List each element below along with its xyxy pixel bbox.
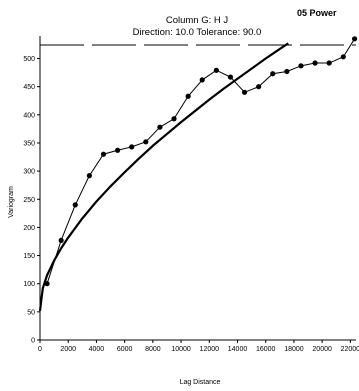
y-tick-label: 300 xyxy=(23,169,35,176)
y-tick-label: 0 xyxy=(31,338,35,345)
experimental-variogram-point xyxy=(326,60,332,66)
y-axis-label: Variogram xyxy=(8,186,15,218)
x-tick-label: 0 xyxy=(38,346,42,353)
y-ticks: 0 50 100 150 200 250 300 350 400 450 500 xyxy=(23,56,40,345)
y-tick-label: 150 xyxy=(23,253,35,260)
experimental-variogram-point xyxy=(199,77,205,83)
x-tick-label: 20000 xyxy=(312,346,332,353)
y-tick-label: 400 xyxy=(23,112,35,119)
y-tick-label: 200 xyxy=(23,225,35,232)
y-tick-label: 50 xyxy=(27,309,35,316)
x-tick-label: 14000 xyxy=(228,346,248,353)
experimental-variogram-point xyxy=(171,116,177,122)
experimental-variogram-point xyxy=(143,139,149,145)
experimental-variogram-line xyxy=(46,38,356,284)
experimental-variogram-point xyxy=(256,84,262,90)
x-tick-label: 12000 xyxy=(200,346,220,353)
y-tick-label: 450 xyxy=(23,84,35,91)
experimental-variogram-point xyxy=(270,71,276,77)
x-tick-label: 8000 xyxy=(145,346,161,353)
experimental-variogram-point xyxy=(86,173,92,179)
axes xyxy=(39,36,356,341)
series-group xyxy=(38,36,358,311)
power-model-curve xyxy=(38,42,289,311)
experimental-variogram-point xyxy=(157,124,163,130)
experimental-variogram-point xyxy=(185,93,191,99)
experimental-variogram-point xyxy=(312,60,318,66)
x-tick-label: 6000 xyxy=(117,346,133,353)
x-tick-label: 4000 xyxy=(89,346,105,353)
experimental-variogram-point xyxy=(340,54,346,60)
x-tick-label: 16000 xyxy=(256,346,276,353)
x-tick-label: 22000 xyxy=(341,346,359,353)
experimental-variogram-point xyxy=(241,89,248,95)
experimental-variogram-point xyxy=(129,144,135,150)
chart-title: Column G: H J xyxy=(166,15,229,26)
y-tick-label: 350 xyxy=(23,140,35,147)
experimental-variogram-point xyxy=(100,151,107,157)
experimental-variogram-point xyxy=(114,147,121,153)
experimental-variogram-point xyxy=(72,202,78,208)
x-tick-label: 2000 xyxy=(60,346,76,353)
experimental-variogram-point xyxy=(351,36,358,42)
x-tick-label: 18000 xyxy=(284,346,304,353)
x-tick-label: 10000 xyxy=(171,346,191,353)
x-axis-label: Lag Distance xyxy=(180,379,221,386)
chart-subtitle: Direction: 10.0 Tolerance: 90.0 xyxy=(133,27,262,38)
x-ticks: 0 2000 4000 6000 8000 10000 12000 14000 16000 180… xyxy=(38,340,359,353)
experimental-variogram-point xyxy=(298,63,304,69)
experimental-variogram-point xyxy=(227,74,234,80)
y-tick-label: 100 xyxy=(23,281,35,288)
chart-corner-title: 05 Power xyxy=(297,8,337,18)
experimental-variogram-point xyxy=(284,68,290,75)
experimental-variogram-point xyxy=(58,237,64,243)
y-tick-label: 250 xyxy=(23,197,35,204)
experimental-variogram-point xyxy=(213,67,219,73)
y-tick-label: 500 xyxy=(23,56,35,63)
